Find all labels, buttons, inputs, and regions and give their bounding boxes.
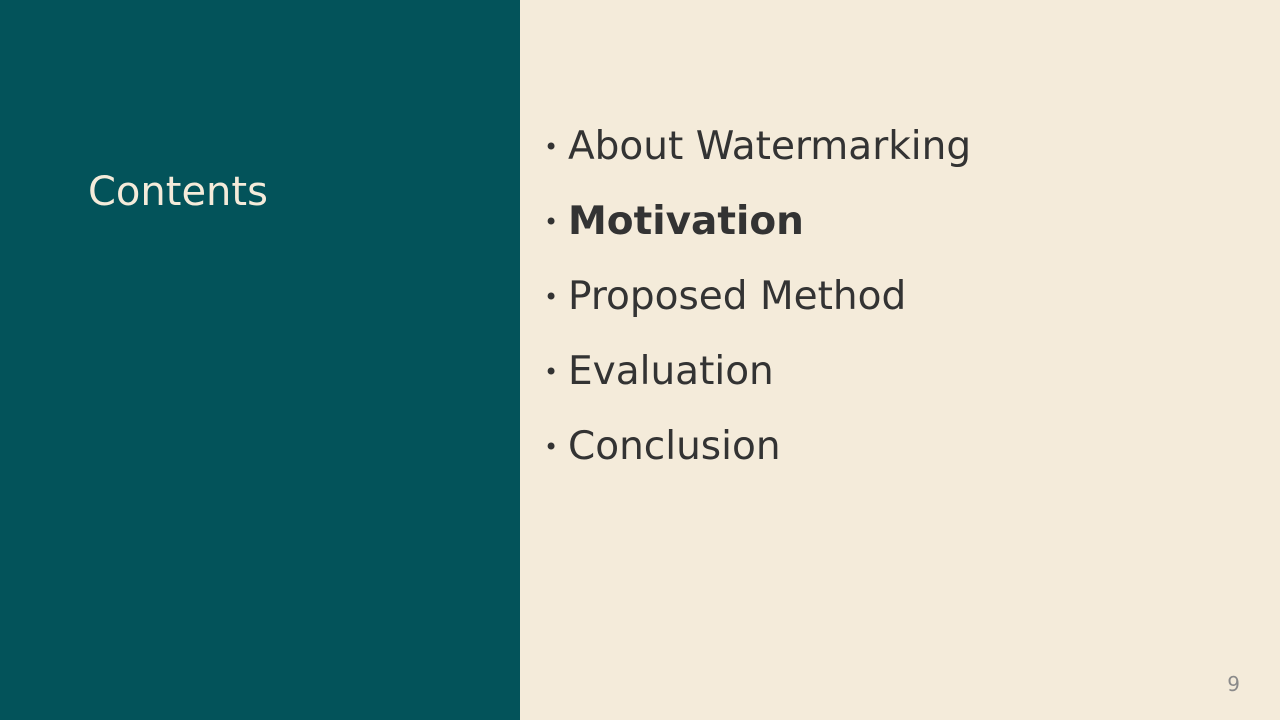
right-content-panel: • About Watermarking • Motivation • Prop…: [520, 0, 1280, 720]
contents-item-label: Proposed Method: [568, 273, 907, 319]
contents-item-label: About Watermarking: [568, 123, 972, 169]
contents-item-label: Motivation: [568, 198, 804, 244]
contents-item-conclusion: • Conclusion: [544, 409, 971, 484]
contents-item-motivation: • Motivation: [544, 184, 971, 259]
contents-item-label: Evaluation: [568, 348, 774, 394]
contents-item-evaluation: • Evaluation: [544, 334, 971, 409]
contents-item-label: Conclusion: [568, 423, 781, 469]
bullet-icon: •: [544, 432, 559, 461]
bullet-icon: •: [544, 132, 559, 161]
contents-item-proposed-method: • Proposed Method: [544, 259, 971, 334]
slide-page-number: 9: [1227, 672, 1240, 696]
contents-list: • About Watermarking • Motivation • Prop…: [544, 109, 971, 484]
bullet-icon: •: [544, 207, 559, 236]
contents-item-about-watermarking: • About Watermarking: [544, 109, 971, 184]
left-title-panel: Contents: [0, 0, 520, 720]
bullet-icon: •: [544, 357, 559, 386]
bullet-icon: •: [544, 282, 559, 311]
slide-title: Contents: [88, 169, 268, 215]
